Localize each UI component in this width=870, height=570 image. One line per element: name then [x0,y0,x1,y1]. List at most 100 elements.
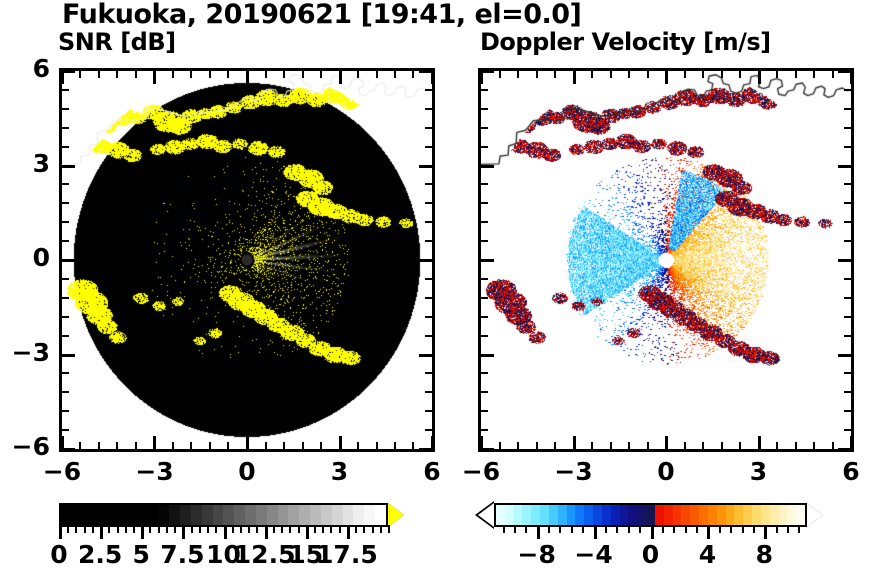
x-tick-top [79,71,81,78]
colorbar-tick [265,525,268,539]
colorbar-tick [753,525,755,533]
colorbar-tick [322,525,324,533]
colorbar-swatch [593,505,602,525]
x-tick-top [850,71,853,84]
y-tick-right [844,278,851,280]
colorbar-swatch [320,505,332,525]
plot-panel-velocity[interactable] [478,68,854,452]
x-tick [357,442,359,449]
y-tick-right [425,146,432,148]
colorbar-tick [306,525,309,539]
panel-title-velocity: Doppler Velocity [m/s] [480,28,771,56]
x-tick-top [357,71,359,78]
x-tick-top [339,71,342,84]
y-tick-right [844,202,851,204]
y-tick-right [425,335,432,337]
y-tick-right [425,127,432,129]
y-tick [62,202,69,204]
colorbar-tick [240,525,242,533]
plot-panel-snr[interactable] [59,68,435,452]
colorbar-tick-label: 0 [50,540,68,569]
colorbar-tick [628,525,630,533]
y-tick [62,335,69,337]
y-tick-right [844,127,851,129]
x-tick [517,442,519,449]
x-tick-top [554,71,556,78]
x-tick-label: 0 [238,457,256,486]
y-tick-right [425,297,432,299]
colorbar-tick [281,525,283,533]
y-tick-right [419,70,432,73]
colorbar-tick [224,525,227,539]
y-tick-right [844,146,851,148]
colorbar-velocity[interactable] [475,501,824,529]
x-tick-top [499,71,501,78]
radar-ppi-velocity [481,71,851,449]
colorbar-tick-label: 15 [288,540,324,569]
colorbar-tick [92,525,94,533]
x-tick-top [246,71,249,84]
x-tick-top [412,71,414,78]
colorbar-swatch [672,505,682,525]
y-tick-right [844,89,851,91]
x-tick-top [647,71,649,78]
radar-ppi-snr [62,71,432,449]
x-tick-top [394,71,396,78]
y-tick-right [844,108,851,110]
x-tick [647,442,649,449]
colorbar-tick [372,525,374,533]
y-tick-right [838,259,851,262]
y-tick-label: 3 [32,148,50,178]
x-tick-top [795,71,797,78]
colorbar-swatch [353,505,365,525]
colorbar-tick [363,525,365,533]
colorbar-swatch [601,505,611,525]
y-tick [481,372,488,374]
colorbar-tick [559,525,561,533]
colorbar-tick [730,525,732,533]
colorbar-tick [67,525,69,533]
colorbar-snr[interactable] [59,501,405,529]
colorbar-swatch [288,505,300,525]
colorbar-swatch [71,505,83,525]
colorbar-tick [330,525,332,533]
x-tick-top [684,71,686,78]
x-tick [61,436,64,449]
x-tick-top [209,71,211,78]
colorbar-swatch [513,505,523,525]
x-tick [536,442,538,449]
colorbar-tick [273,525,275,533]
x-tick [135,442,137,449]
colorbar-tick [207,525,209,533]
y-tick-right [425,410,432,412]
y-tick-right [844,240,851,242]
colorbar-swatch [540,505,549,525]
colorbar-tick [158,525,160,533]
x-tick-top [98,71,100,78]
x-tick-label: 3 [330,457,349,486]
colorbar-swatch [796,505,805,525]
colorbar-swatch [190,505,202,525]
colorbar-tick [548,525,550,533]
colorbar-tick [59,525,62,539]
colorbar-tick [388,525,390,533]
x-tick-top [721,71,723,78]
x-tick [431,436,434,449]
page-title: Fukuoka, 20190621 [19:41, el=0.0] [62,0,582,30]
colorbar-tick-label: 4 [698,540,717,569]
colorbar-arrow-max [807,503,823,527]
colorbar-swatch [125,505,137,525]
colorbar-tick [719,525,721,533]
y-tick-right [425,372,432,374]
colorbar-tick-label: 17.5 [316,540,378,569]
x-tick [850,436,853,449]
colorbar-tick [232,525,234,533]
x-tick [339,436,342,449]
x-tick-top [376,71,378,78]
colorbar-tick [605,525,607,533]
y-tick [481,70,494,73]
y-tick [481,410,488,412]
colorbar-tick [141,525,144,539]
y-tick [481,127,488,129]
y-tick [481,146,488,148]
